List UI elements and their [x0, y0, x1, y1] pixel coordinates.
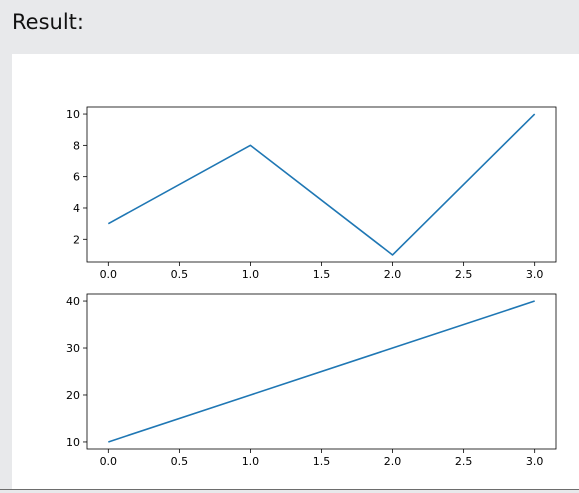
series-line	[108, 300, 535, 443]
y-tick-label: 30	[66, 342, 80, 355]
x-tick-label: 2.0	[384, 455, 402, 468]
result-header: Result:	[0, 0, 579, 54]
y-tick-label: 4	[73, 202, 80, 215]
subplot-bottom: 0.0 0.5 1.0 1.5 2.0 2.5 3.0 10 20 30 40	[66, 293, 557, 468]
x-tick-label: 0.5	[171, 268, 189, 281]
y-tick-label: 10	[66, 108, 80, 121]
plot-output-area: 0.0 0.5 1.0 1.5 2.0 2.5 3.0 2 4 6 8 10 0.0 0.5 1.0 1.5…	[12, 54, 579, 489]
y-tick-label: 6	[73, 171, 80, 184]
x-tick-label: 3.0	[526, 268, 544, 281]
y-tick-label: 10	[66, 436, 80, 449]
x-tick-label: 3.0	[526, 455, 544, 468]
y-tick-label: 2	[73, 233, 80, 246]
axes-frame	[86, 106, 557, 263]
bottom-divider	[0, 489, 579, 490]
y-tick-label: 40	[66, 295, 80, 308]
series-line	[107, 113, 536, 256]
subplot-top: 0.0 0.5 1.0 1.5 2.0 2.5 3.0 2 4 6 8 10	[66, 106, 557, 281]
x-tick-label: 2.0	[384, 268, 402, 281]
x-tick-label: 1.0	[242, 455, 260, 468]
result-label: Result:	[12, 10, 84, 34]
y-tick-label: 8	[73, 139, 80, 152]
x-tick-label: 2.5	[455, 455, 473, 468]
x-tick-label: 2.5	[455, 268, 473, 281]
x-tick-label: 1.5	[313, 455, 331, 468]
x-tick-label: 0.0	[100, 455, 118, 468]
x-tick-label: 0.0	[100, 268, 118, 281]
figure: 0.0 0.5 1.0 1.5 2.0 2.5 3.0 2 4 6 8 10 0.0 0.5 1.0 1.5…	[66, 106, 557, 468]
x-tick-label: 1.5	[313, 268, 331, 281]
y-tick-label: 20	[66, 389, 80, 402]
x-tick-label: 0.5	[171, 455, 189, 468]
x-tick-label: 1.0	[242, 268, 260, 281]
